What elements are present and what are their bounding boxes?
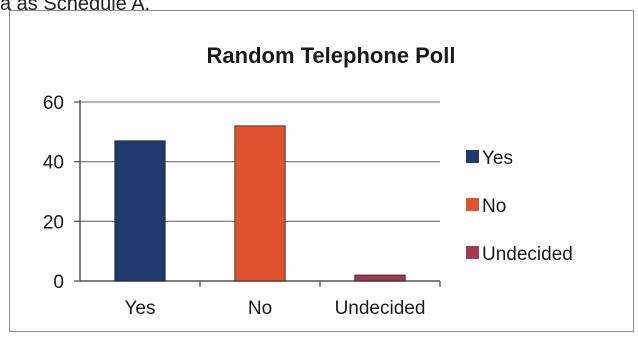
legend-swatch-no xyxy=(466,198,479,211)
x-tick-label-undecided: Undecided xyxy=(335,298,426,319)
bar-no xyxy=(234,125,286,282)
y-tick-labels: 0 20 40 60 xyxy=(43,93,64,293)
y-tick-label-40: 40 xyxy=(43,153,64,174)
legend-swatch-undecided xyxy=(466,246,479,259)
x-tick-label-no: No xyxy=(248,298,272,319)
legend-label-undecided: Undecided xyxy=(482,244,573,265)
legend-label-yes: Yes xyxy=(482,148,513,169)
x-tick-label-yes: Yes xyxy=(125,298,156,319)
y-tick-label-20: 20 xyxy=(43,212,64,233)
chart-title: Random Telephone Poll xyxy=(207,43,456,68)
bar-undecided xyxy=(354,274,406,282)
bars xyxy=(114,125,406,282)
x-tick-labels: Yes No Undecided xyxy=(125,298,426,319)
legend-label-no: No xyxy=(482,196,506,217)
bar-yes xyxy=(114,140,166,282)
legend: Yes No Undecided xyxy=(466,148,573,265)
chart-frame xyxy=(9,10,634,332)
legend-swatch-yes xyxy=(466,150,479,163)
y-tick-label-60: 60 xyxy=(43,93,64,114)
y-tick-label-0: 0 xyxy=(53,272,64,293)
